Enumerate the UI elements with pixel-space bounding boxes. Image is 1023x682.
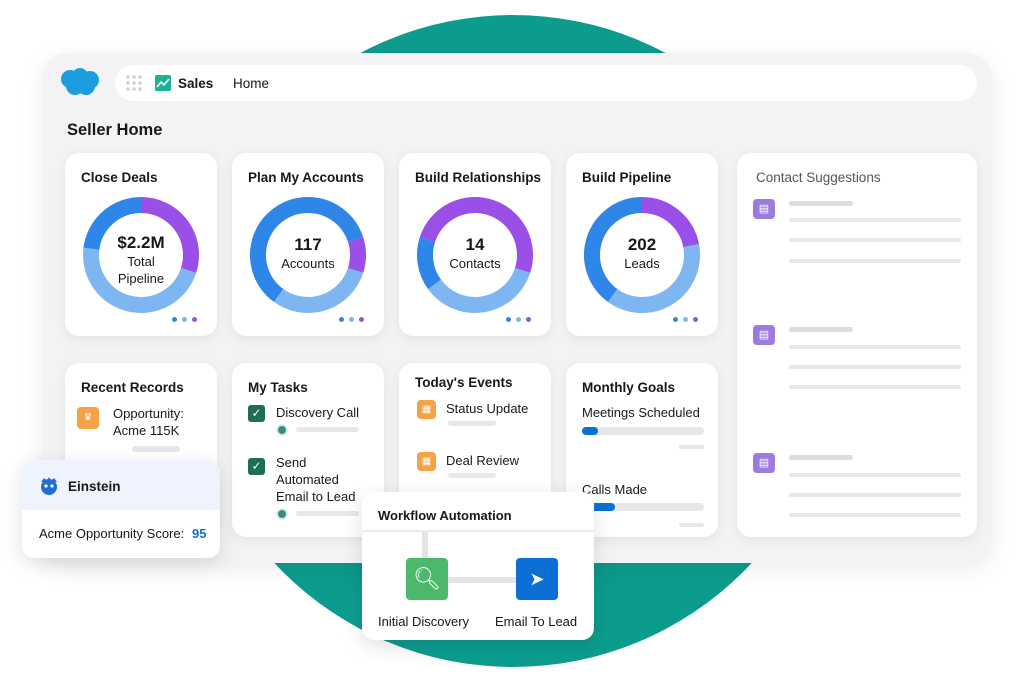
donut-segment [273, 267, 364, 313]
calendar-icon: ▦ [417, 400, 436, 419]
goal-calls-label: Calls Made [582, 482, 648, 497]
donut-segment [417, 237, 442, 290]
donut-segment [641, 197, 699, 248]
donut-segment [83, 197, 142, 251]
my-tasks-title: My Tasks [248, 380, 308, 395]
goal-meetings-label: Meetings Scheduled [582, 405, 700, 420]
einstein-title: Einstein [68, 479, 121, 494]
donut-segment [584, 197, 643, 302]
salesforce-cloud-logo [61, 68, 99, 95]
donut-chart [83, 197, 199, 313]
kpi-value: 14 [465, 235, 485, 254]
todays-events-title: Today's Events [415, 375, 513, 390]
event-deal-review[interactable]: Deal Review [446, 453, 519, 468]
event-status-update[interactable]: Status Update [446, 401, 529, 416]
einstein-icon [41, 477, 57, 495]
page-title: Seller Home [67, 121, 163, 139]
recent-records-title: Recent Records [81, 380, 184, 395]
donut-segment [419, 197, 533, 273]
record-opportunity-line2[interactable]: Acme 115K [113, 423, 180, 438]
einstein-card: Einstein Acme Opportunity Score: 95 [22, 460, 220, 558]
donut-segment [140, 197, 199, 273]
kpi-value: $2.2M [117, 233, 165, 252]
sales-app-icon [155, 75, 171, 91]
kpi-title: Plan My Accounts [248, 170, 364, 185]
kpi-title: Build Relationships [415, 170, 542, 185]
kpi-card[interactable]: Build Pipeline 202 Leads [566, 153, 718, 336]
step-initial-discovery: Initial Discovery [378, 614, 470, 629]
app-name: Sales [178, 76, 214, 91]
donut-segment [250, 197, 309, 302]
kpi-card[interactable]: Plan My Accounts 117 Accounts [232, 153, 384, 336]
donut-chart [417, 197, 533, 313]
donut-chart [250, 197, 366, 313]
workflow-title: Workflow Automation [378, 508, 512, 523]
kpi-label: Accounts [281, 256, 335, 271]
donut-segment [307, 197, 364, 243]
task-send-line3[interactable]: Email to Lead [276, 489, 356, 504]
task-checkbox-checked[interactable]: ✓ [248, 458, 265, 475]
donut-segment [83, 247, 197, 313]
kpi-value: 202 [627, 235, 657, 254]
pagination-dots[interactable] [506, 317, 531, 322]
monthly-goals-title: Monthly Goals [582, 380, 676, 395]
header-bar: Sales Home [115, 65, 977, 101]
task-send-line2[interactable]: Automated [276, 472, 339, 487]
kpi-value: 117 [294, 235, 322, 254]
opportunity-crown-icon: ♛ [77, 407, 99, 429]
record-opportunity-line1[interactable]: Opportunity: [113, 406, 184, 421]
contact-card-icon[interactable]: ▤ [753, 325, 775, 345]
donut-segment [347, 237, 366, 273]
calendar-icon: ▦ [417, 452, 436, 471]
contact-suggestions-card: Contact Suggestions ▤ ▤ ▤ [737, 153, 977, 537]
kpi-label: Leads [624, 256, 660, 271]
opportunity-score-label: Acme Opportunity Score: [39, 526, 185, 541]
search-step-icon[interactable]: 🔍︎ [406, 558, 448, 600]
my-tasks-card: My Tasks ✓ Discovery Call ✓ Send Automat… [232, 363, 384, 537]
avatar [276, 424, 288, 436]
kpi-label: Total [127, 254, 155, 269]
nav-home[interactable]: Home [233, 76, 270, 91]
app-launcher-icon[interactable] [125, 74, 143, 92]
task-send-line1[interactable]: Send [276, 455, 307, 470]
kpi-label: Contacts [449, 256, 501, 271]
kpi-card[interactable]: Close Deals $2.2M Total Pipeline [65, 153, 217, 336]
kpi-card[interactable]: Build Relationships 14 Contacts [399, 153, 551, 336]
workflow-automation-card: Workflow Automation 🔍︎ ➤ Initial Discove… [362, 492, 594, 640]
goal-calls-progress [582, 503, 704, 511]
task-discovery-call[interactable]: Discovery Call [276, 405, 360, 420]
contact-card-icon[interactable]: ▤ [753, 199, 775, 219]
pagination-dots[interactable] [339, 317, 364, 322]
donut-segment [428, 267, 531, 313]
donut-segment [607, 244, 700, 313]
kpi-title: Close Deals [81, 170, 158, 185]
send-step-icon[interactable]: ➤ [516, 558, 558, 600]
kpi-label-2: Pipeline [117, 271, 165, 286]
avatar [276, 508, 288, 520]
pagination-dots[interactable] [172, 317, 197, 322]
goal-meetings-progress [582, 427, 704, 435]
kpi-title: Build Pipeline [582, 170, 672, 185]
contact-suggestions-title: Contact Suggestions [756, 170, 881, 185]
contact-card-icon[interactable]: ▤ [753, 453, 775, 473]
donut-chart [584, 197, 700, 313]
task-checkbox-checked[interactable]: ✓ [248, 405, 265, 422]
pagination-dots[interactable] [673, 317, 698, 322]
step-email-to-lead: Email To Lead [495, 614, 578, 629]
opportunity-score-value: 95 [192, 526, 207, 541]
